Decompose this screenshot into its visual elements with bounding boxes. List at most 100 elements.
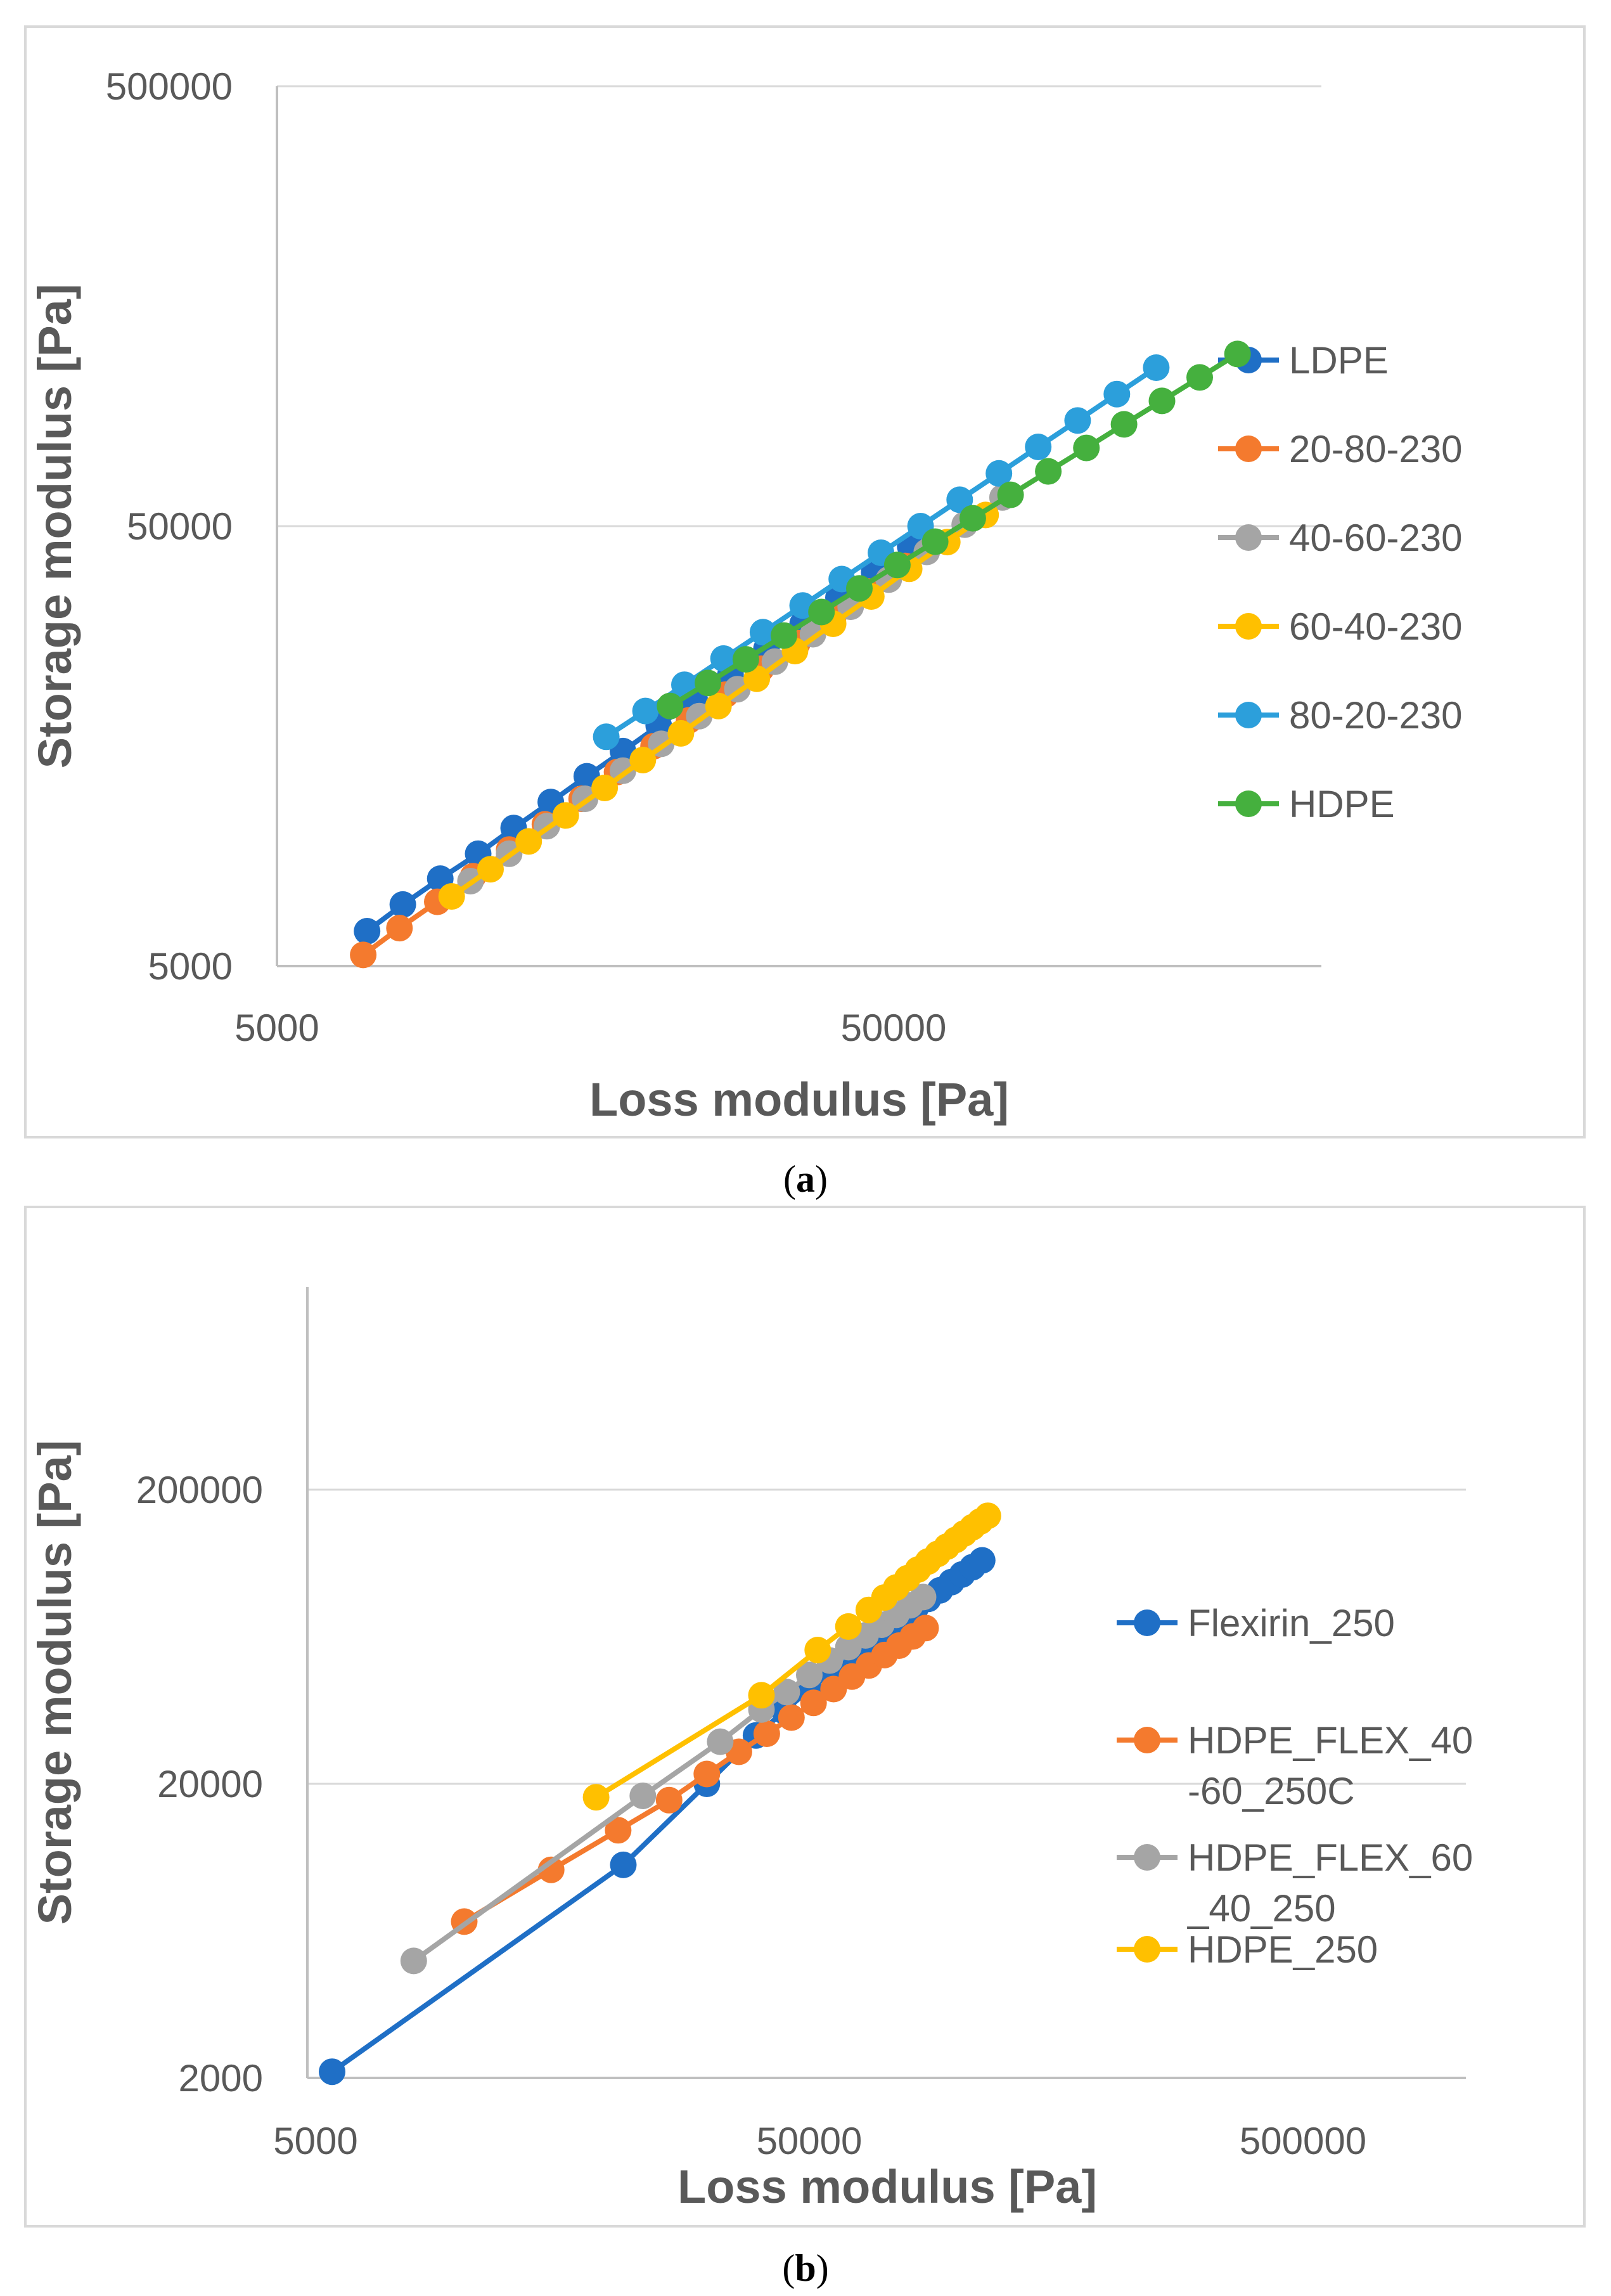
data-point	[753, 1720, 780, 1747]
legend-label: 20-80-230	[1289, 428, 1463, 470]
series-a-hdpe	[657, 340, 1251, 719]
data-point	[909, 1583, 937, 1611]
chart-a: 5000 50000 500000 5000 50000 Loss modulus [Pa…	[29, 65, 1463, 1126]
x-tick-label-b-1: 50000	[757, 2120, 863, 2162]
data-point	[629, 747, 657, 773]
caption-b-letter: b	[795, 2247, 816, 2289]
data-point	[808, 598, 835, 626]
data-point	[748, 1682, 775, 1709]
data-point	[732, 646, 759, 673]
legend-item-a-1: 20-80-230	[1218, 428, 1463, 470]
legend-swatch-marker	[1134, 1727, 1160, 1753]
data-point	[693, 1760, 721, 1788]
legend-item-a-5: HDPE	[1218, 783, 1395, 825]
data-point	[667, 719, 695, 747]
data-point	[1148, 387, 1176, 415]
data-point	[959, 505, 986, 532]
data-point	[968, 1547, 996, 1574]
data-point	[773, 1679, 800, 1706]
legend-item-a-3: 60-40-230	[1218, 605, 1463, 648]
legend-label: 80-20-230	[1289, 694, 1463, 737]
legend-label: Flexirin_250	[1188, 1602, 1395, 1644]
y-tick-label-a-0: 5000	[148, 945, 233, 988]
data-point	[921, 528, 949, 555]
legend-item-b-2: HDPE_FLEX_60 _40_250	[1117, 1836, 1473, 1930]
data-point	[796, 1661, 823, 1689]
x-tick-label-b-0: 5000	[273, 2120, 357, 2162]
y-axis-title-b: Storage modulus [Pa]	[29, 1440, 81, 1925]
legend-swatch-marker	[1235, 790, 1262, 817]
data-point	[707, 1728, 734, 1755]
x-tick-label-b-2: 500000	[1240, 2120, 1366, 2162]
data-point	[997, 481, 1024, 508]
data-point	[883, 551, 911, 579]
legend-label: 60-40-230	[1289, 605, 1463, 648]
data-point	[749, 619, 776, 646]
data-point	[1103, 380, 1131, 408]
data-point	[974, 1502, 1001, 1530]
data-point	[629, 1783, 657, 1809]
data-point	[389, 891, 416, 918]
data-point	[1143, 354, 1170, 381]
y-tick-label-b-1: 20000	[157, 1763, 263, 1805]
legend-swatch-marker	[1235, 613, 1262, 640]
data-point	[438, 883, 465, 910]
data-point	[605, 1817, 632, 1844]
legend-swatch-marker	[1134, 1936, 1160, 1963]
legend-item-b-3: HDPE_250	[1117, 1928, 1378, 1971]
data-point	[632, 697, 659, 725]
data-point	[705, 692, 732, 719]
data-point	[591, 775, 619, 801]
data-point	[710, 645, 737, 672]
series-line	[669, 352, 1239, 709]
data-point	[350, 941, 377, 969]
legend-swatch-marker	[1134, 1609, 1160, 1636]
legend-item-a-0: LDPE	[1218, 339, 1389, 382]
data-point	[552, 802, 579, 829]
x-axis-title-b: Loss modulus [Pa]	[677, 2160, 1097, 2213]
x-axis-title-a: Loss modulus [Pa]	[589, 1073, 1009, 1126]
data-point	[610, 1851, 637, 1878]
data-point	[354, 918, 381, 945]
legend-label: 40-60-230	[1289, 517, 1463, 559]
series-b-hdpe-flex-40-60-250c	[451, 1615, 939, 1935]
data-point	[386, 915, 413, 942]
data-point	[743, 665, 771, 692]
legend-swatch-marker	[1235, 435, 1262, 462]
data-point	[800, 1689, 827, 1717]
x-tick-label-a-0: 5000	[234, 1007, 319, 1049]
series-b-hdpe-flex-60-40-250	[400, 1583, 937, 1975]
data-point	[582, 1784, 610, 1811]
data-point	[515, 828, 542, 855]
legend-item-b-1: HDPE_FLEX_40 -60_250C	[1117, 1719, 1473, 1812]
chart-b: 2000 20000 200000 5000 50000 500000 Loss modul…	[29, 1287, 1473, 2213]
data-point	[593, 723, 620, 751]
data-point	[1025, 434, 1052, 460]
data-point	[835, 1613, 862, 1640]
legend-swatch-marker	[1134, 1844, 1160, 1871]
data-point	[319, 2058, 345, 2086]
y-tick-label-a-1: 50000	[127, 505, 233, 548]
data-point	[1224, 340, 1251, 368]
data-point	[771, 622, 797, 649]
data-point	[657, 692, 684, 719]
data-point	[846, 575, 873, 602]
caption-a: (a)	[783, 1158, 828, 1200]
y-axis-title-a: Storage modulus [Pa]	[29, 284, 81, 769]
data-point	[1110, 411, 1138, 438]
legend-label: HDPE_250	[1188, 1928, 1378, 1971]
data-point	[655, 1786, 683, 1814]
y-tick-label-b-2: 200000	[136, 1469, 263, 1511]
caption-a-letter: a	[796, 1158, 815, 1200]
data-point	[912, 1615, 939, 1642]
data-point	[804, 1637, 831, 1663]
legend-swatch-marker	[1235, 702, 1262, 728]
caption-b: (b)	[782, 2247, 828, 2289]
legend-item-b-0: Flexirin_250	[1117, 1602, 1395, 1644]
series-b-hdpe-250	[582, 1502, 1001, 1811]
data-point	[946, 486, 973, 513]
panel-a-frame	[24, 25, 1586, 1138]
y-tick-label-b-0: 2000	[179, 2057, 263, 2099]
panel-b-frame	[24, 1206, 1586, 2228]
